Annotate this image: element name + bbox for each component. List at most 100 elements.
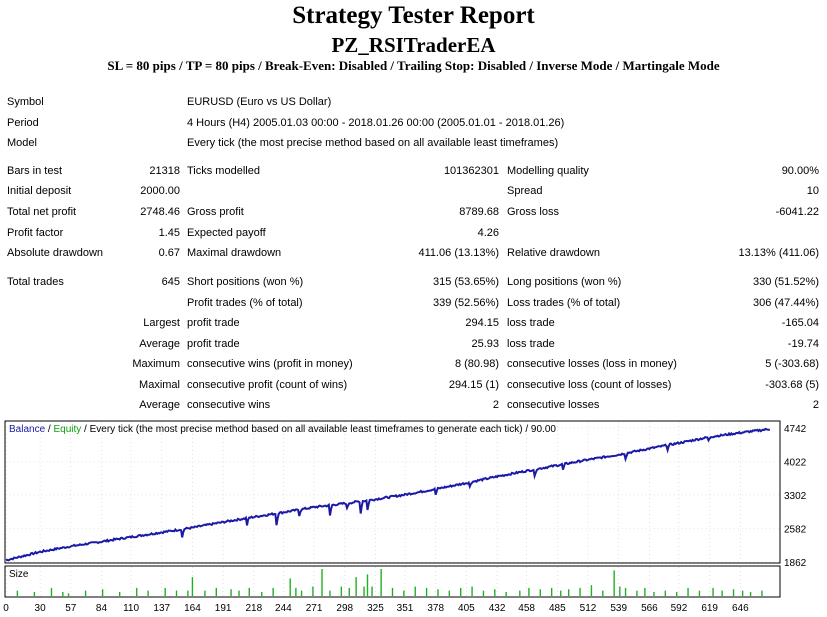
profit-trades-value: 339 (52.56%) xyxy=(432,297,499,309)
average-profit-label: profit trade xyxy=(187,338,240,350)
x-tick-label: 30 xyxy=(35,603,47,614)
spread-label: Spread xyxy=(507,185,543,197)
grossloss-label: Gross loss xyxy=(507,206,559,218)
maximum-label: Maximum xyxy=(132,358,180,370)
maximal-profit-value: 294.15 (1) xyxy=(448,379,499,391)
x-tick-label: 619 xyxy=(701,603,718,614)
max-losses-value: 5 (-303.68) xyxy=(765,358,819,370)
balance-chart: Balance / Equity / Every tick (the most … xyxy=(3,420,807,614)
maxdd-value: 411.06 (13.13%) xyxy=(418,247,499,259)
avg-losses-label: consecutive losses xyxy=(507,399,600,411)
model-value: Every tick (the most precise method base… xyxy=(187,137,559,149)
trades-row-average: Average profit trade 25.93 loss trade -1… xyxy=(0,335,827,353)
deposit-value: 2000.00 xyxy=(140,185,180,197)
legend-equity: Equity xyxy=(53,424,81,435)
ticks-value: 101362301 xyxy=(443,165,499,177)
x-tick-label: 0 xyxy=(3,603,9,614)
avg-wins-value: 2 xyxy=(492,399,499,411)
x-tick-label: 57 xyxy=(65,603,77,614)
grossprofit-label: Gross profit xyxy=(187,206,244,218)
short-value: 315 (53.65%) xyxy=(432,276,499,288)
x-tick-label: 512 xyxy=(580,603,597,614)
pf-value: 1.45 xyxy=(158,227,180,239)
chart-legend: Balance / Equity / Every tick (the most … xyxy=(9,424,556,435)
deposit-label: Initial deposit xyxy=(7,185,72,197)
quality-label: Modelling quality xyxy=(507,165,589,177)
x-tick-label: 378 xyxy=(427,603,444,614)
ea-name: PZ_RSITraderEA xyxy=(331,33,496,57)
trades-row-average-consecutive: Average consecutive wins 2 consecutive l… xyxy=(0,396,827,414)
bars-value: 21318 xyxy=(149,165,180,177)
largest-loss-value: -165.04 xyxy=(781,317,819,329)
payoff-label: Expected payoff xyxy=(187,227,266,239)
symbol-value: EURUSD (Euro vs US Dollar) xyxy=(187,96,332,108)
absdd-label: Absolute drawdown xyxy=(7,247,104,259)
symbol-label: Symbol xyxy=(7,96,44,108)
x-tick-label: 298 xyxy=(336,603,353,614)
model-label: Model xyxy=(7,137,37,149)
average-profit-value: 25.93 xyxy=(471,338,499,350)
maxdd-label: Maximal drawdown xyxy=(187,247,282,259)
payoff-value: 4.26 xyxy=(477,227,499,239)
x-tick-label: 84 xyxy=(96,603,108,614)
loss-trades-value: 306 (47.44%) xyxy=(752,297,819,309)
netprofit-value: 2748.46 xyxy=(140,206,180,218)
balance-panel-frame xyxy=(4,420,781,564)
x-tick-label: 244 xyxy=(275,603,292,614)
x-tick-label: 485 xyxy=(549,603,566,614)
x-tick-label: 110 xyxy=(123,603,139,614)
average-label: Average xyxy=(139,338,180,350)
stats-row-bars: Bars in test 21318 Ticks modelled 101362… xyxy=(0,162,827,180)
x-tick-label: 539 xyxy=(610,603,627,614)
x-tick-label: 325 xyxy=(367,603,384,614)
total-trades-label: Total trades xyxy=(7,276,64,288)
y-tick-label: 2582 xyxy=(784,525,807,536)
maximal-profit-label: consecutive profit (count of wins) xyxy=(187,379,348,391)
loss-trades-label: Loss trades (% of total) xyxy=(507,297,621,309)
x-tick-label: 351 xyxy=(397,603,414,614)
total-trades-value: 645 xyxy=(161,276,180,288)
x-axis-ticks: 0 30 57 84 110 137 164 191 218 244 271 298 325 351 378… xyxy=(3,603,749,614)
legend-balance: Balance xyxy=(9,424,46,435)
max-losses-label: consecutive losses (loss in money) xyxy=(507,358,677,370)
average2-label: Average xyxy=(139,399,180,411)
short-label: Short positions (won %) xyxy=(187,276,304,288)
grossprofit-value: 8789.68 xyxy=(459,206,499,218)
x-tick-label: 432 xyxy=(489,603,506,614)
quality-value: 90.00% xyxy=(781,165,819,177)
grossloss-value: -6041.22 xyxy=(775,206,819,218)
reldd-value: 13.13% (411.06) xyxy=(738,247,819,259)
netprofit-label: Total net profit xyxy=(7,206,77,218)
average-loss-label: loss trade xyxy=(507,338,555,350)
legend-description: / Every tick (the most precise method ba… xyxy=(81,424,556,435)
period-label: Period xyxy=(7,117,39,129)
legend-separator: / xyxy=(45,424,53,435)
stats-row-netprofit: Total net profit 2748.46 Gross profit 87… xyxy=(0,203,827,221)
trades-row-total: Total trades 645 Short positions (won %)… xyxy=(0,273,827,291)
reldd-label: Relative drawdown xyxy=(507,247,600,259)
long-label: Long positions (won %) xyxy=(507,276,622,288)
max-wins-value: 8 (80.98) xyxy=(454,358,499,370)
spread-value: 10 xyxy=(806,185,819,197)
avg-wins-label: consecutive wins xyxy=(187,399,271,411)
absdd-value: 0.67 xyxy=(158,247,180,259)
profit-trades-label: Profit trades (% of total) xyxy=(187,297,303,309)
y-axis-ticks: 4742 4022 3302 2582 1862 xyxy=(784,424,807,569)
info-row-symbol: Symbol EURUSD (Euro vs US Dollar) xyxy=(0,93,827,111)
x-tick-label: 164 xyxy=(184,603,201,614)
largest-loss-label: loss trade xyxy=(507,317,555,329)
x-tick-label: 218 xyxy=(245,603,262,614)
largest-profit-label: profit trade xyxy=(187,317,240,329)
largest-profit-value: 294.15 xyxy=(465,317,499,329)
info-row-model: Model Every tick (the most precise metho… xyxy=(0,134,827,152)
stats-row-profitfactor: Profit factor 1.45 Expected payoff 4.26 xyxy=(0,224,827,242)
pf-label: Profit factor xyxy=(7,227,64,239)
size-label: Size xyxy=(9,569,29,580)
report-title: Strategy Tester Report xyxy=(292,2,535,29)
x-tick-label: 137 xyxy=(153,603,170,614)
x-tick-label: 405 xyxy=(458,603,475,614)
ea-settings: SL = 80 pips / TP = 80 pips / Break-Even… xyxy=(107,58,720,73)
maximal-loss-label: consecutive loss (count of losses) xyxy=(507,379,672,391)
average-loss-value: -19.74 xyxy=(787,338,819,350)
size-bars xyxy=(16,569,763,596)
